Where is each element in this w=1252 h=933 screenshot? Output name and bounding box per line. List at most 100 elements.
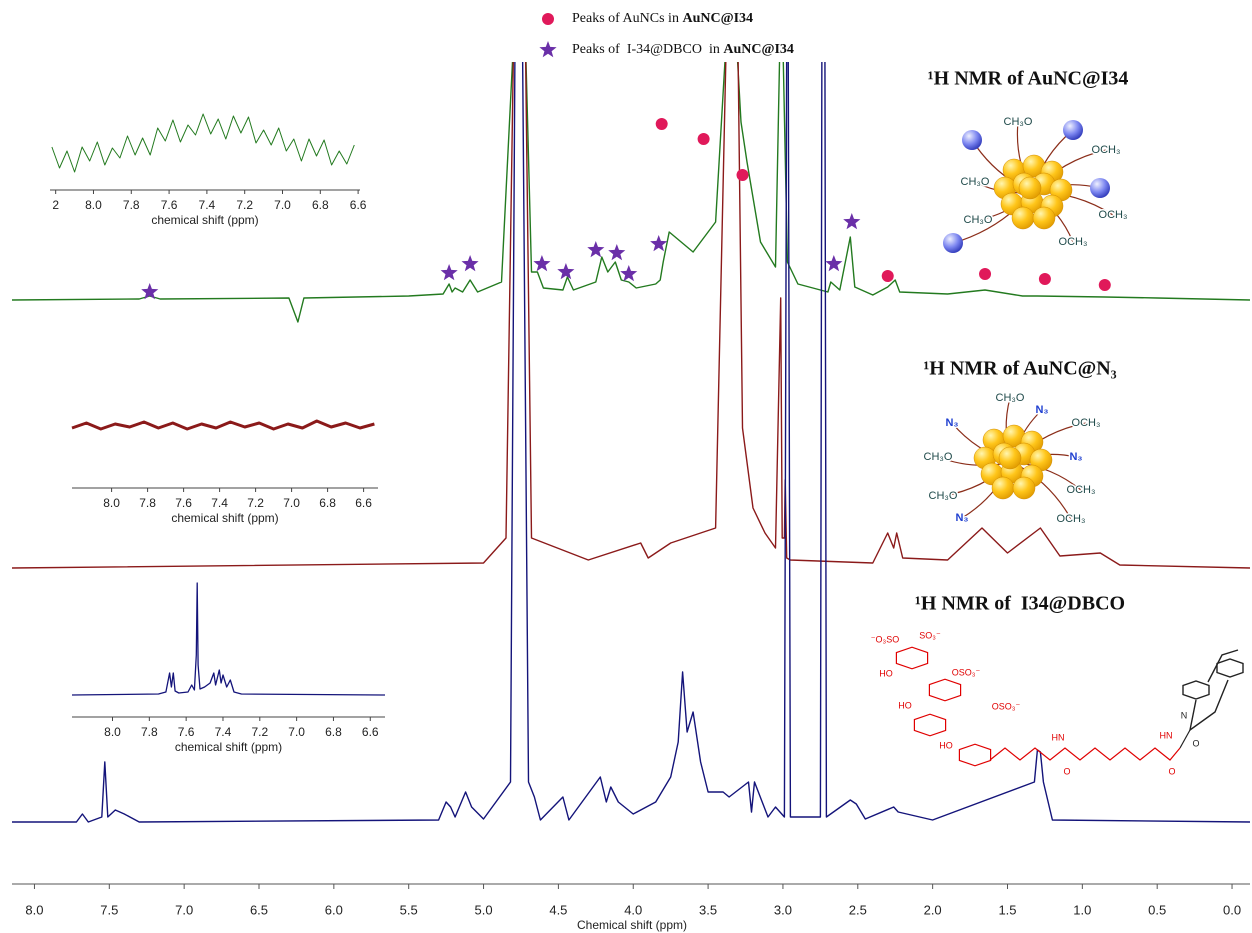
x-tick-label: 6.5 (250, 902, 268, 917)
inset-x-tick-label: 6.6 (362, 725, 379, 739)
x-tick-label: 1.5 (998, 902, 1016, 917)
structure-label: OCH₃ (1072, 417, 1101, 429)
structure-label: O (1168, 766, 1175, 776)
structure-label: HO (939, 740, 953, 750)
structure-label: N₃ (1035, 404, 1048, 416)
ligand-sphere (1090, 178, 1110, 198)
structure-label: N₃ (945, 417, 958, 429)
peak-marker-star (557, 263, 575, 280)
x-tick-label: 2.5 (849, 902, 867, 917)
inset-spectrum-line (71, 582, 386, 696)
inset-x-tick-label: 6.6 (350, 198, 367, 212)
peak-marker-star (440, 264, 458, 281)
spectrum-title: ¹H NMR of I34@DBCO (915, 593, 1125, 615)
inset-x-tick-label: 6.6 (355, 496, 372, 510)
structure-label: CH₃O (924, 451, 953, 463)
structure-label: OCH₃ (1059, 236, 1088, 248)
structure-label: OCH₃ (1092, 144, 1121, 156)
structure-label: HO (898, 700, 912, 710)
structure-label: OCH₃ (1099, 209, 1128, 221)
peak-marker-circle (697, 133, 710, 145)
x-tick-label: 4.5 (549, 902, 567, 917)
inset-x-tick-label: 7.0 (274, 198, 291, 212)
structure-label: CH₃O (964, 214, 993, 226)
structure-label: OSO₃⁻ (952, 667, 981, 677)
inset-x-tick-label: 7.8 (141, 725, 158, 739)
legend-bold: AuNC@I34 (682, 11, 753, 26)
peak-marker-star (608, 244, 626, 261)
structure-label: N (1181, 710, 1188, 720)
inset-x-tick-label: 2 (52, 198, 59, 212)
structure-label: CH₃O (1004, 116, 1033, 128)
spectrum-line (11, 62, 1251, 569)
legend-marker (539, 41, 557, 58)
inset-x-tick-label: 8.0 (103, 496, 120, 510)
x-tick-label: 3.5 (699, 902, 717, 917)
peak-marker-circle (1098, 279, 1111, 291)
ring (958, 743, 992, 767)
x-tick-label: 7.5 (100, 902, 118, 917)
legend-bold: AuNC@I34 (723, 42, 794, 57)
peak-marker-star (825, 255, 843, 272)
peak-marker-star (587, 241, 605, 258)
x-tick-label: 5.0 (475, 902, 493, 917)
structure-label: OSO₃⁻ (992, 701, 1021, 711)
spectrum-line (12, 62, 1251, 823)
inset-x-tick-label: 7.6 (175, 496, 192, 510)
ligand-sphere (1063, 120, 1083, 140)
gold-atom (1032, 206, 1056, 230)
spectrum-title: ¹H NMR of AuNC@I34 (928, 68, 1129, 90)
gold-atom (1012, 476, 1036, 500)
legend-text: Peaks of I-34@DBCO in (572, 42, 723, 57)
inset-x-tick-label: 6.8 (312, 198, 329, 212)
x-tick-label: 2.0 (924, 902, 942, 917)
inset-x-tick-label: 7.6 (178, 725, 195, 739)
structure-label: ⁻O₃SO (871, 634, 899, 644)
inset-x-tick-label: 7.6 (161, 198, 178, 212)
gold-atom (998, 446, 1022, 470)
legend-text: Peaks of AuNCs in (572, 11, 682, 26)
plot-area (11, 62, 1251, 823)
inset-x-tick-label: 7.4 (211, 496, 228, 510)
inset-x-tick-label: 6.8 (325, 725, 342, 739)
inset-x-tick-label: 7.8 (123, 198, 140, 212)
inset-x-tick-label: 7.4 (199, 198, 216, 212)
inset-x-tick-label: 6.8 (319, 496, 336, 510)
legend-marker (542, 13, 554, 25)
legend-label: Peaks of AuNCs in AuNC@I34 (572, 11, 753, 26)
inset-x-tick-label: 7.0 (283, 496, 300, 510)
inset-x-axis-label: chemical shift (ppm) (175, 740, 282, 754)
structure-label: CH₃O (961, 176, 990, 188)
structure-label: OCH₃ (1057, 513, 1086, 525)
structure-label: HN (1160, 730, 1173, 740)
inset-x-axis-label: chemical shift (ppm) (151, 213, 258, 227)
ring (895, 646, 929, 670)
peak-marker-star (533, 255, 551, 272)
x-tick-label: 3.0 (774, 902, 792, 917)
structure-label: O (1063, 766, 1070, 776)
peak-marker-star (650, 235, 668, 252)
inset-x-tick-label: 7.2 (247, 496, 264, 510)
legend-label: Peaks of I-34@DBCO in AuNC@I34 (572, 42, 794, 57)
spectrum-line (11, 62, 1251, 323)
inset-x-tick-label: 7.4 (215, 725, 232, 739)
x-tick-label: 5.5 (400, 902, 418, 917)
inset-x-tick-label: 7.8 (139, 496, 156, 510)
ring (913, 713, 947, 737)
x-tick-label: 0.0 (1223, 902, 1241, 917)
inset-x-tick-label: 7.0 (288, 725, 305, 739)
linker (989, 747, 1181, 761)
structure-label: HO (879, 668, 893, 678)
dbco-bond (1207, 649, 1239, 683)
gold-atom (1018, 176, 1042, 200)
structure-label: SO₃⁻ (919, 630, 941, 640)
inset-x-tick-label: 8.0 (85, 198, 102, 212)
x-tick-label: 1.0 (1073, 902, 1091, 917)
structure-label: CH₃O (929, 490, 958, 502)
x-tick-label: 0.5 (1148, 902, 1166, 917)
x-tick-label: 4.0 (624, 902, 642, 917)
x-axis-label: Chemical shift (ppm) (577, 918, 687, 932)
ligand-sphere (943, 233, 963, 253)
structure-label: HN (1052, 732, 1065, 742)
